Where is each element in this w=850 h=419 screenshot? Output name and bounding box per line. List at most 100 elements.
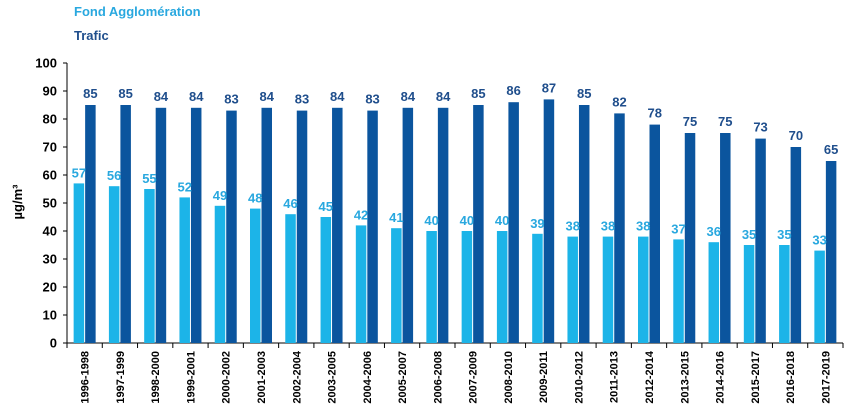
bar-trafic-2000-2002 <box>226 110 237 343</box>
bar-trafic-2008-2010 <box>508 102 519 343</box>
bar-fond-1999-2001 <box>179 197 190 343</box>
x-category-label: 2017-2019 <box>820 351 832 404</box>
bar-trafic-2001-2003 <box>261 107 272 343</box>
data-label-trafic: 83 <box>295 92 309 107</box>
x-category-label: 2015-2017 <box>750 351 762 404</box>
data-label-trafic: 70 <box>789 128 803 143</box>
data-label-trafic: 84 <box>436 89 451 104</box>
data-label-fond: 48 <box>248 191 262 206</box>
y-tick-label: 70 <box>43 140 57 155</box>
y-tick-label: 0 <box>50 336 57 351</box>
bar-fond-1998-2000 <box>144 189 155 343</box>
data-label-fond: 40 <box>460 213 474 228</box>
data-label-trafic: 83 <box>365 92 379 107</box>
data-label-trafic: 87 <box>542 80 556 95</box>
bar-trafic-2009-2011 <box>543 99 555 344</box>
data-label-trafic: 84 <box>401 89 416 104</box>
bar-fond-2011-2013 <box>602 236 614 343</box>
x-category-label: 1997-1999 <box>115 351 127 404</box>
bar-fond-2008-2010 <box>496 231 508 343</box>
data-label-trafic: 84 <box>260 89 275 104</box>
data-label-trafic: 82 <box>612 94 626 109</box>
y-tick-label: 30 <box>43 252 57 267</box>
bar-fond-2012-2014 <box>638 236 649 343</box>
bar-fond-2006-2008 <box>426 231 437 343</box>
data-label-trafic: 65 <box>824 142 838 157</box>
x-category-label: 2003-2005 <box>327 351 339 404</box>
bar-trafic-2012-2014 <box>649 124 660 343</box>
bar-trafic-2007-2009 <box>473 105 484 343</box>
data-label-fond: 38 <box>601 219 615 234</box>
bar-trafic-1996-1998 <box>85 105 96 343</box>
legend-series-trafic: Trafic <box>74 28 109 43</box>
data-label-trafic: 85 <box>118 86 132 101</box>
data-label-trafic: 84 <box>330 89 345 104</box>
data-label-fond: 38 <box>565 219 579 234</box>
bar-trafic-2013-2015 <box>684 133 696 343</box>
bar-fond-2007-2009 <box>461 231 473 343</box>
y-tick-label: 60 <box>43 168 57 183</box>
y-axis-title: µg/m³ <box>10 184 25 220</box>
data-label-fond: 57 <box>72 165 86 180</box>
y-tick-label: 100 <box>35 56 57 71</box>
data-label-fond: 45 <box>319 199 333 214</box>
y-tick-label: 20 <box>43 280 57 295</box>
x-category-label: 2007-2009 <box>468 351 480 404</box>
data-label-trafic: 85 <box>83 86 97 101</box>
data-label-trafic: 84 <box>154 89 169 104</box>
bar-trafic-2017-2019 <box>825 161 837 343</box>
x-category-label: 2012-2014 <box>644 350 656 403</box>
x-category-label: 2005-2007 <box>397 351 409 404</box>
data-label-fond: 46 <box>283 196 297 211</box>
x-category-label: 2011-2013 <box>609 351 621 403</box>
data-label-fond: 40 <box>424 213 438 228</box>
plot-area: 0 10 20 30 40 50 60 70 80 90 100 57 85 1996-1998 56 85 1… <box>35 56 844 404</box>
bar-trafic-2014-2016 <box>720 133 731 343</box>
data-label-fond: 56 <box>107 168 121 183</box>
bar-fond-1997-1999 <box>108 186 120 343</box>
bar-trafic-2016-2018 <box>790 147 802 343</box>
bar-fond-2000-2002 <box>214 205 226 343</box>
x-category-label: 1996-1998 <box>80 351 92 404</box>
data-label-trafic: 78 <box>648 106 662 121</box>
data-label-fond: 42 <box>354 207 368 222</box>
data-label-trafic: 75 <box>718 114 732 129</box>
bar-trafic-2002-2004 <box>296 110 308 343</box>
x-category-label: 2016-2018 <box>785 351 797 404</box>
x-category-label: 2008-2010 <box>503 351 515 404</box>
x-category-label: 2001-2003 <box>256 351 268 404</box>
x-category-label: 2006-2008 <box>432 351 444 404</box>
bar-fond-2002-2004 <box>285 214 296 343</box>
data-label-fond: 41 <box>389 210 403 225</box>
bar-trafic-2003-2005 <box>332 107 343 343</box>
y-tick-label: 80 <box>43 112 57 127</box>
data-label-fond: 49 <box>213 188 227 203</box>
data-label-fond: 35 <box>742 227 756 242</box>
data-label-trafic: 84 <box>189 89 204 104</box>
data-label-fond: 52 <box>177 179 191 194</box>
x-category-label: 2002-2004 <box>291 350 303 403</box>
bar-fond-2013-2015 <box>673 239 684 343</box>
bar-fond-2001-2003 <box>250 208 261 343</box>
data-label-fond: 36 <box>707 224 721 239</box>
bar-trafic-2006-2008 <box>437 107 449 343</box>
data-label-trafic: 86 <box>506 83 520 98</box>
bar-trafic-2015-2017 <box>755 138 766 343</box>
bar-trafic-1997-1999 <box>120 105 131 343</box>
bar-fond-2003-2005 <box>320 217 332 343</box>
bar-fond-2010-2012 <box>567 236 578 343</box>
bar-trafic-1999-2001 <box>190 107 202 343</box>
y-tick-label: 50 <box>43 196 57 211</box>
x-category-label: 2014-2016 <box>715 351 727 404</box>
x-category-label: 1999-2001 <box>185 351 197 404</box>
x-category-label: 2010-2012 <box>573 351 585 404</box>
data-label-fond: 55 <box>142 171 156 186</box>
data-label-trafic: 85 <box>577 86 591 101</box>
x-category-label: 1998-2000 <box>150 351 162 404</box>
data-label-trafic: 73 <box>753 120 767 135</box>
legend-series-fond: Fond Agglomération <box>74 4 201 19</box>
bar-fond-2009-2011 <box>532 233 543 343</box>
bar-fond-2015-2017 <box>743 245 755 343</box>
data-label-trafic: 83 <box>224 92 238 107</box>
